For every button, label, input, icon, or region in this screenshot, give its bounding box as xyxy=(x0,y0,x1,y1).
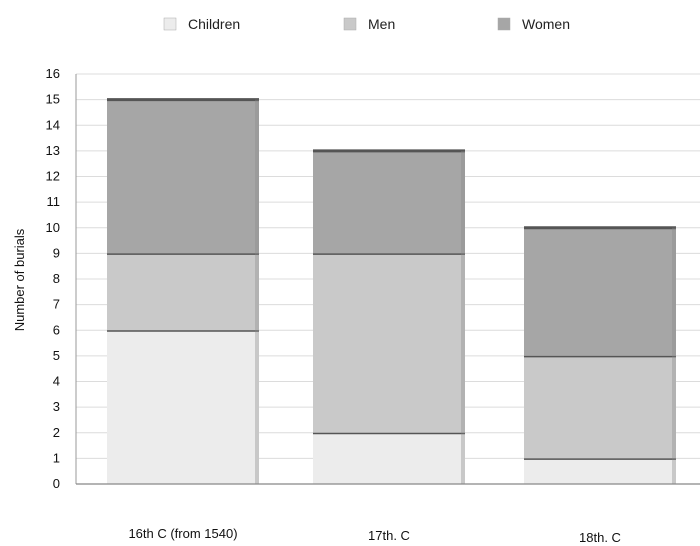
bar-segment-women xyxy=(313,150,465,254)
legend-swatch-men xyxy=(343,17,357,31)
bar-edge-shadow xyxy=(672,227,676,484)
x-category-label: 17th. C xyxy=(368,528,410,543)
y-tick-label: 7 xyxy=(53,297,60,312)
bar-segment-children xyxy=(524,458,676,484)
x-category-labels: 16th C (from 1540) 17th. C 18th. C xyxy=(128,526,621,545)
legend-label-women: Women xyxy=(522,16,570,32)
y-tick-label: 11 xyxy=(47,194,61,209)
bar-segment-children xyxy=(107,330,259,484)
bars xyxy=(107,98,676,484)
legend-label-men: Men xyxy=(368,16,395,32)
y-tick-label: 3 xyxy=(53,399,60,414)
y-tick-label: 15 xyxy=(46,92,60,107)
y-tick-label: 9 xyxy=(53,245,60,260)
bar-segment-children xyxy=(313,432,465,484)
y-tick-label: 6 xyxy=(53,322,60,337)
legend-swatch-women xyxy=(497,17,511,31)
y-tick-label: 1 xyxy=(53,450,60,465)
y-tick-label: 5 xyxy=(53,348,60,363)
y-tick-label: 14 xyxy=(46,117,60,132)
axes xyxy=(75,74,700,485)
y-tick-label: 12 xyxy=(46,169,60,184)
bar-segment-men xyxy=(107,253,259,331)
y-tick-label: 13 xyxy=(46,143,60,158)
y-tick-label: 2 xyxy=(53,425,60,440)
y-tick-label: 4 xyxy=(53,374,60,389)
x-category-label: 18th. C xyxy=(579,530,621,545)
bar-segment-men xyxy=(524,355,676,459)
bar-edge-shadow xyxy=(461,150,465,484)
bar-edge-shadow xyxy=(255,99,259,484)
x-category-label: 16th C (from 1540) xyxy=(128,526,237,541)
bar-segment-women xyxy=(107,99,259,254)
y-tick-label: 0 xyxy=(53,476,60,491)
bar-segment-women xyxy=(524,227,676,356)
legend-swatch-children xyxy=(163,17,177,31)
bar-segment-men xyxy=(313,253,465,433)
y-tick-label: 10 xyxy=(46,220,60,235)
legend-label-children: Children xyxy=(188,16,240,32)
legend: Children Men Women xyxy=(163,16,570,32)
y-axis-label: Number of burials xyxy=(12,228,27,331)
y-tick-label: 8 xyxy=(53,271,60,286)
y-tick-label: 16 xyxy=(46,66,60,81)
